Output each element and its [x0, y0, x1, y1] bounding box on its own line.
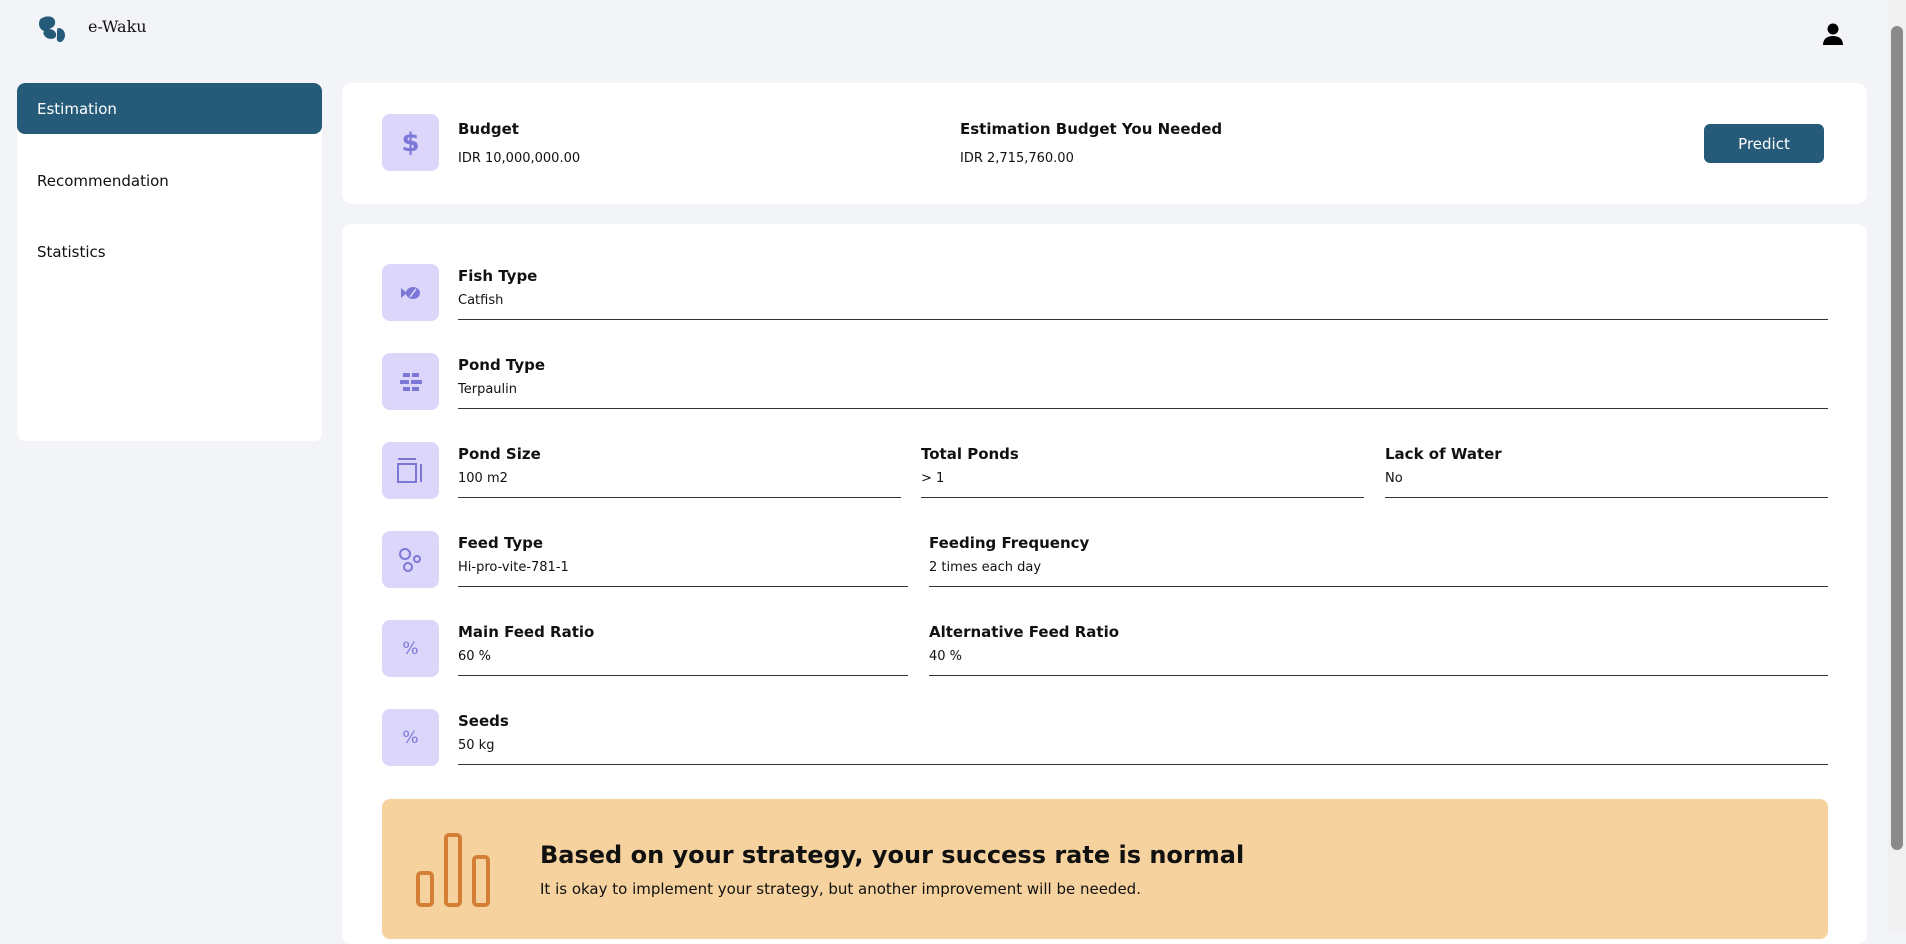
sidebar-item-recommendation[interactable]: Recommendation	[37, 171, 169, 190]
budget-value: IDR 10,000,000.00	[458, 151, 581, 166]
lack-of-water-label: Lack of Water	[1385, 445, 1502, 463]
dimensions-icon	[382, 442, 439, 499]
app-title: e-Waku	[88, 17, 147, 36]
lack-of-water-value: No	[1385, 471, 1403, 486]
lack-of-water-field[interactable]: Lack of Water No	[1385, 445, 1828, 498]
sidebar-item-estimation[interactable]: Estimation	[17, 83, 322, 134]
fish-icon	[382, 264, 439, 321]
fish-type-field[interactable]: Fish Type Catfish	[458, 267, 1828, 320]
pond-size-value: 100 m2	[458, 471, 508, 486]
logo-icon	[39, 16, 65, 43]
pond-type-value: Terpaulin	[458, 382, 517, 397]
fish-type-value: Catfish	[458, 293, 504, 308]
feeding-frequency-value: 2 times each day	[929, 560, 1042, 575]
result-message: It is okay to implement your strategy, b…	[540, 880, 1141, 898]
percent-icon: %	[382, 620, 439, 677]
pond-type-label: Pond Type	[458, 356, 546, 374]
alt-feed-ratio-value: 40 %	[929, 649, 963, 664]
seeds-label: Seeds	[458, 712, 509, 730]
estimate-value: IDR 2,715,760.00	[960, 151, 1074, 166]
pond-size-label: Pond Size	[458, 445, 541, 463]
user-icon[interactable]	[1822, 22, 1844, 46]
feeding-frequency-field[interactable]: Feeding Frequency 2 times each day	[929, 534, 1828, 587]
scrollbar[interactable]	[1888, 0, 1906, 932]
main-feed-ratio-label: Main Feed Ratio	[458, 623, 595, 641]
budget-card	[342, 83, 1867, 204]
feeding-frequency-label: Feeding Frequency	[929, 534, 1090, 552]
budget-label: Budget	[458, 120, 519, 138]
feed-pellets-icon	[382, 531, 439, 588]
sidebar-item-statistics[interactable]: Statistics	[37, 242, 106, 261]
main-feed-ratio-field[interactable]: Main Feed Ratio 60 %	[458, 623, 908, 676]
alt-feed-ratio-label: Alternative Feed Ratio	[929, 623, 1120, 641]
predict-button[interactable]: Predict	[1704, 124, 1824, 163]
alt-feed-ratio-field[interactable]: Alternative Feed Ratio 40 %	[929, 623, 1828, 676]
pond-size-field[interactable]: Pond Size 100 m2	[458, 445, 901, 498]
pond-type-field[interactable]: Pond Type Terpaulin	[458, 356, 1828, 409]
bar-chart-icon	[416, 833, 490, 907]
total-ponds-field[interactable]: Total Ponds > 1	[921, 445, 1364, 498]
result-banner: Based on your strategy, your success rat…	[382, 799, 1828, 939]
brick-icon	[382, 353, 439, 410]
estimate-label: Estimation Budget You Needed	[960, 120, 1223, 138]
sidebar: Estimation Recommendation Statistics	[17, 83, 322, 441]
percent-icon: %	[382, 709, 439, 766]
feed-type-label: Feed Type	[458, 534, 544, 552]
seeds-value: 50 kg	[458, 738, 495, 753]
main-feed-ratio-value: 60 %	[458, 649, 492, 664]
result-title: Based on your strategy, your success rat…	[540, 841, 1245, 869]
scrollbar-thumb[interactable]	[1891, 26, 1903, 850]
fish-type-label: Fish Type	[458, 267, 538, 285]
seeds-field[interactable]: Seeds 50 kg	[458, 712, 1828, 765]
feed-type-field[interactable]: Feed Type Hi-pro-vite-781-1	[458, 534, 908, 587]
total-ponds-value: > 1	[921, 471, 945, 486]
dollar-icon: $	[382, 114, 439, 171]
total-ponds-label: Total Ponds	[921, 445, 1019, 463]
feed-type-value: Hi-pro-vite-781-1	[458, 560, 569, 575]
